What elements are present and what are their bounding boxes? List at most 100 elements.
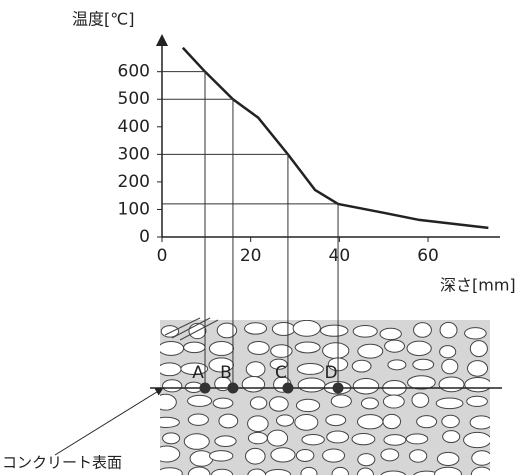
- stone: [331, 395, 351, 408]
- stone: [217, 323, 236, 338]
- stone: [465, 377, 492, 391]
- temperature-line: [183, 48, 489, 228]
- stone: [323, 449, 345, 462]
- x-axis-label: 深さ[mm]: [440, 276, 516, 295]
- stone: [295, 414, 318, 430]
- y-tick-label: 400: [118, 117, 150, 137]
- stone: [215, 436, 236, 447]
- stone: [245, 323, 267, 334]
- stone: [248, 432, 267, 443]
- stone: [413, 359, 434, 370]
- stone: [154, 446, 180, 462]
- stone: [358, 344, 383, 358]
- stone: [352, 433, 375, 444]
- stone: [467, 396, 488, 406]
- x-tick-label: 20: [240, 246, 262, 266]
- stone: [250, 397, 266, 409]
- stone: [352, 360, 371, 372]
- stone: [440, 322, 457, 338]
- stone: [267, 430, 287, 446]
- stone: [358, 454, 375, 466]
- probe-label: D: [324, 363, 337, 383]
- stone: [213, 398, 233, 408]
- stone: [417, 416, 437, 428]
- stone: [470, 416, 492, 429]
- probe-point: [200, 383, 211, 394]
- y-tick-label: 200: [118, 172, 150, 192]
- stone: [209, 451, 232, 461]
- stone: [296, 449, 313, 461]
- probe-label: C: [275, 363, 287, 383]
- stone: [442, 359, 458, 374]
- stone: [323, 343, 349, 359]
- stone: [163, 433, 180, 444]
- x-tick-label: 40: [329, 246, 351, 266]
- stone: [353, 378, 378, 393]
- stone: [184, 342, 205, 353]
- stone: [246, 362, 265, 377]
- probe-point: [333, 383, 344, 394]
- stone: [436, 398, 463, 409]
- stone: [384, 435, 406, 446]
- stone: [467, 361, 487, 377]
- y-tick-label: 100: [118, 199, 150, 219]
- surface-label: コンクリート表面: [2, 454, 122, 472]
- stone: [188, 395, 212, 406]
- stone: [383, 414, 401, 428]
- probe-point: [282, 383, 293, 394]
- stone: [242, 377, 264, 392]
- stone: [406, 434, 428, 444]
- stone: [353, 325, 377, 337]
- stone: [472, 451, 492, 465]
- stone: [163, 380, 182, 392]
- stone: [246, 448, 266, 464]
- stone: [410, 450, 427, 462]
- stone: [320, 325, 347, 336]
- y-tick-label: 600: [118, 62, 150, 82]
- stone: [470, 341, 487, 357]
- probe-point: [227, 383, 238, 394]
- probe-label: B: [220, 363, 232, 383]
- stone: [271, 345, 292, 358]
- stone: [407, 341, 431, 355]
- stone: [158, 341, 183, 355]
- stone: [153, 417, 179, 427]
- stone: [296, 399, 319, 411]
- stone: [184, 434, 209, 450]
- stone: [298, 378, 325, 392]
- stone: [277, 415, 294, 426]
- x-tick-label: 0: [157, 246, 168, 266]
- stone: [385, 340, 405, 352]
- stone: [293, 320, 320, 336]
- stone: [439, 377, 464, 392]
- stone: [361, 398, 378, 409]
- stone: [465, 328, 487, 339]
- y-tick-label: 0: [139, 227, 150, 247]
- stone: [380, 328, 401, 339]
- stone: [388, 360, 406, 370]
- stone: [272, 322, 295, 335]
- stone: [437, 452, 459, 465]
- stone: [464, 432, 492, 447]
- stone: [408, 376, 436, 389]
- stone: [209, 342, 233, 356]
- y-tick-label: 300: [118, 144, 150, 164]
- stone: [442, 415, 459, 427]
- stone: [357, 415, 382, 429]
- stone: [269, 397, 288, 411]
- stone: [383, 395, 404, 408]
- stone: [271, 448, 295, 462]
- stone: [190, 451, 213, 466]
- stone: [327, 431, 349, 443]
- stone: [295, 342, 320, 353]
- probe-label: A: [192, 363, 204, 383]
- stone: [302, 435, 324, 445]
- stone: [219, 414, 238, 428]
- y-tick-label: 500: [118, 89, 150, 109]
- stone: [155, 394, 177, 410]
- surface-arrow: [55, 390, 160, 455]
- stone: [440, 346, 456, 358]
- stone: [248, 341, 269, 354]
- x-tick-label: 60: [417, 246, 439, 266]
- stone: [326, 415, 346, 426]
